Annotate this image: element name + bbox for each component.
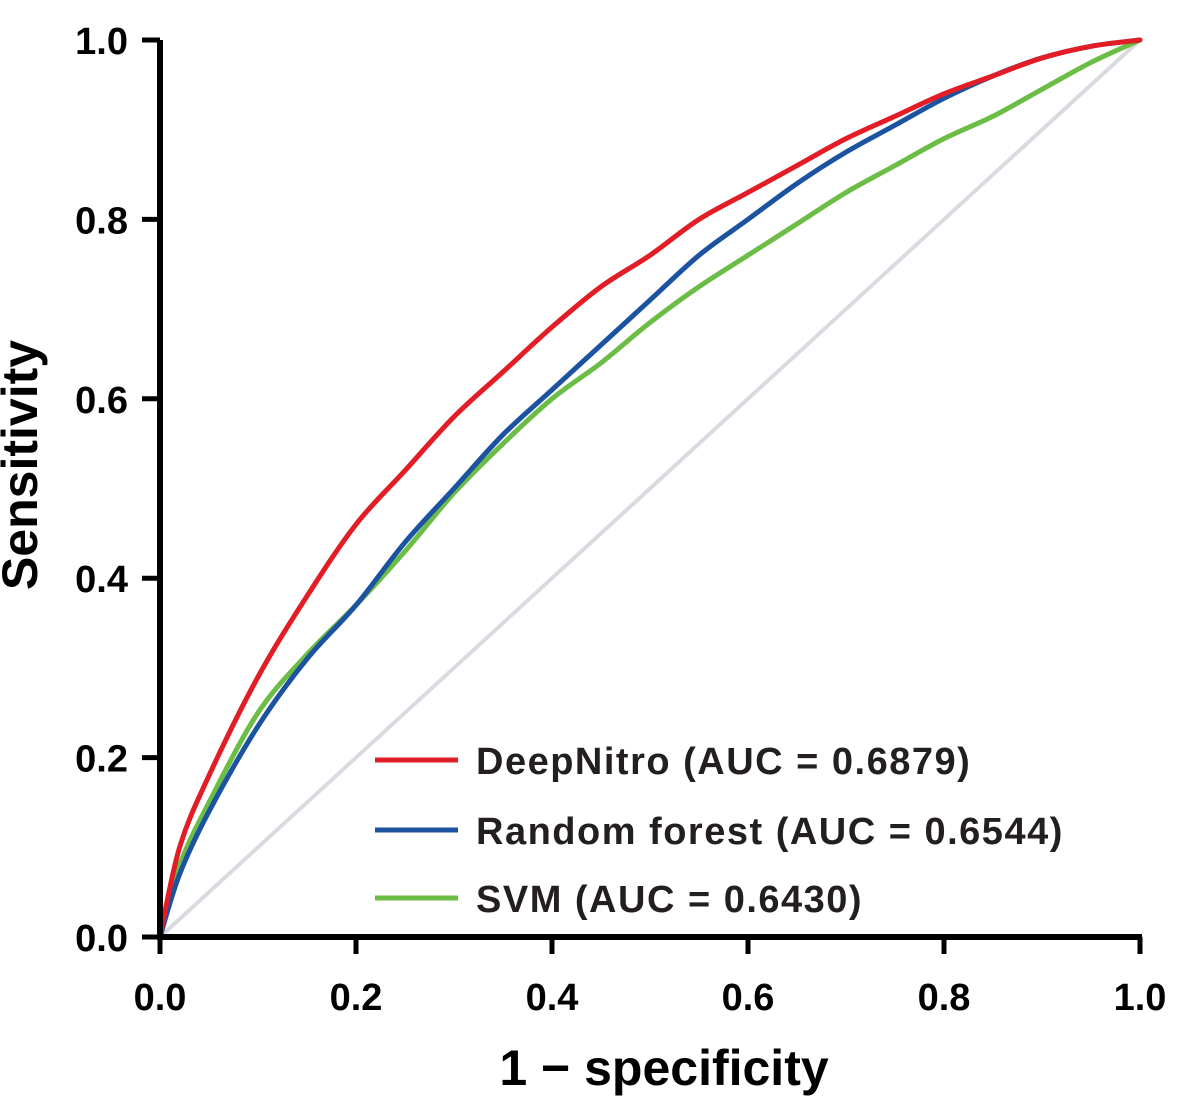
series-line-2 (157, 37, 1143, 940)
x-axis-title: 1 − specificity (499, 1040, 829, 1096)
legend-label-1: Random forest (AUC = 0.6544) (476, 811, 1064, 853)
series-layer (157, 37, 1143, 940)
legend-label-0: DeepNitro (AUC = 0.6879) (476, 741, 971, 783)
y-tick-label: 0.8 (75, 200, 128, 242)
x-tick-label: 0.4 (526, 977, 579, 1019)
y-tick-label: 0.6 (75, 380, 128, 422)
x-tick-label: 0.2 (330, 977, 383, 1019)
series-line-0 (157, 37, 1143, 940)
y-axis-title: Sensitivity (0, 340, 48, 590)
x-tick-label: 0.8 (918, 977, 971, 1019)
y-tick-label: 0.4 (75, 559, 128, 601)
y-tick-label: 0.2 (75, 739, 128, 781)
legend: DeepNitro (AUC = 0.6879) Random forest (A… (375, 741, 1064, 921)
reference-layer (158, 38, 1142, 939)
ticks-layer: 0.0 0.2 0.4 0.6 0.8 1.0 0.0 0.2 0.4 0.6 0.8 1.0 (75, 21, 1166, 1019)
reference-diagonal-line (158, 38, 1142, 939)
y-tick-label: 1.0 (75, 21, 128, 63)
x-tick-label: 0.6 (722, 977, 775, 1019)
axes-layer (157, 40, 1142, 940)
legend-label-2: SVM (AUC = 0.6430) (476, 879, 863, 921)
series-line-1 (157, 37, 1143, 940)
y-tick-label: 0.0 (75, 918, 128, 960)
x-tick-label: 0.0 (134, 977, 187, 1019)
x-tick-label: 1.0 (1114, 977, 1167, 1019)
